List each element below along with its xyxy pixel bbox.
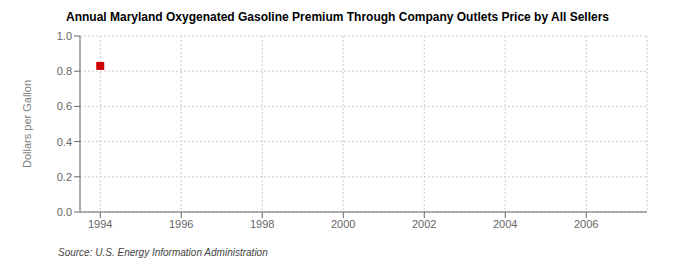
svg-text:1994: 1994 <box>88 218 112 230</box>
svg-text:2000: 2000 <box>331 218 355 230</box>
svg-text:1996: 1996 <box>169 218 193 230</box>
svg-text:1.0: 1.0 <box>57 30 72 42</box>
html-text:Annual Maryland Oxygenated Gas: Annual Maryland Oxygenated Gasoline Prem… <box>66 10 609 24</box>
svg-text:2002: 2002 <box>412 218 436 230</box>
html-text:Source: U.S. Energy Informatio: Source: U.S. Energy Information Administ… <box>58 247 268 258</box>
svg-text:0.4: 0.4 <box>57 136 72 148</box>
svg-text:2006: 2006 <box>574 218 598 230</box>
svg-text:Dollars per Gallon: Dollars per Gallon <box>21 80 33 168</box>
svg-text:0.6: 0.6 <box>57 100 72 112</box>
svg-text:0.2: 0.2 <box>57 171 72 183</box>
svg-text:1998: 1998 <box>250 218 274 230</box>
svg-text:0.8: 0.8 <box>57 65 72 77</box>
svg-text:0.0: 0.0 <box>57 206 72 218</box>
svg-text:2004: 2004 <box>493 218 517 230</box>
